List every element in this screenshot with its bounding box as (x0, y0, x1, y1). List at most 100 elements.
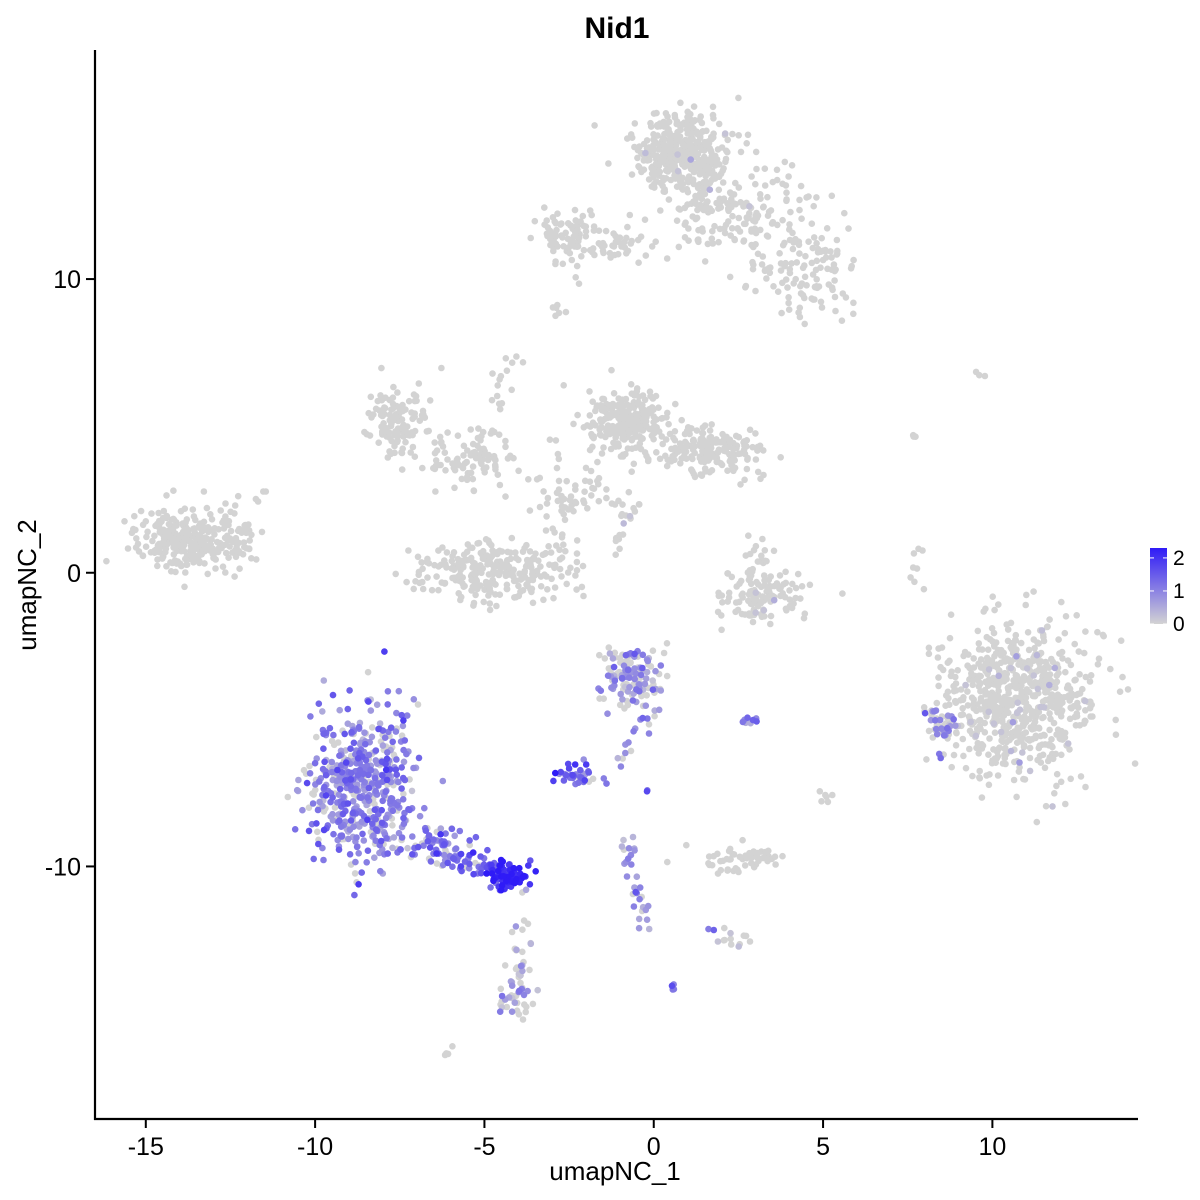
data-point (673, 217, 681, 224)
data-point (746, 938, 754, 945)
data-point (1066, 746, 1073, 753)
data-point (752, 148, 760, 156)
data-point (336, 817, 343, 824)
data-point (976, 371, 983, 379)
data-point (562, 547, 569, 555)
data-point (493, 392, 501, 400)
data-point (753, 578, 760, 586)
data-point (375, 782, 382, 789)
data-point (1016, 706, 1024, 713)
data-point (685, 225, 692, 232)
data-point (839, 590, 846, 597)
data-point (991, 642, 998, 649)
data-point (643, 788, 651, 795)
data-point (160, 507, 168, 515)
data-point (805, 238, 812, 245)
data-point (754, 250, 762, 258)
data-point (1023, 591, 1030, 599)
data-point (696, 163, 704, 170)
data-point (992, 706, 999, 714)
data-point (1002, 744, 1009, 752)
data-point (573, 537, 581, 544)
data-point (564, 569, 572, 576)
data-point (725, 589, 733, 597)
data-point (1040, 637, 1048, 645)
data-point (803, 282, 810, 289)
data-point (1046, 616, 1053, 623)
data-point (704, 442, 711, 449)
data-point (642, 149, 649, 157)
data-point (680, 148, 687, 155)
data-point (950, 751, 958, 759)
data-point (663, 672, 671, 680)
data-point (455, 461, 463, 469)
data-point (760, 203, 767, 210)
data-point (585, 769, 593, 776)
data-point (1003, 738, 1010, 746)
data-point (411, 453, 419, 461)
data-point (383, 776, 391, 784)
data-point (167, 568, 175, 575)
data-point (433, 850, 440, 857)
data-point (726, 856, 733, 863)
data-point (817, 264, 824, 272)
data-point (727, 941, 735, 948)
data-point (618, 409, 626, 417)
data-point (725, 207, 732, 215)
data-point (649, 647, 657, 654)
data-point (519, 587, 527, 594)
data-point (567, 493, 575, 500)
data-point (935, 674, 942, 681)
data-point (523, 556, 531, 564)
data-point (989, 593, 996, 600)
data-point (515, 467, 522, 475)
data-point (494, 550, 501, 558)
data-point (545, 543, 552, 550)
data-point (398, 711, 406, 719)
data-point (489, 570, 497, 578)
data-point (554, 210, 561, 217)
data-point (712, 439, 720, 446)
data-point (623, 873, 631, 880)
data-point (336, 785, 344, 793)
data-point (582, 233, 590, 240)
data-point (704, 240, 712, 248)
data-point (1082, 628, 1089, 635)
data-point (644, 657, 652, 665)
data-point (432, 488, 439, 495)
data-point (747, 588, 754, 595)
data-point (743, 465, 751, 473)
data-point (796, 196, 803, 204)
data-point (463, 458, 471, 466)
data-point (1057, 735, 1064, 743)
chart-title: Nid1 (584, 12, 649, 45)
data-point (629, 833, 637, 841)
data-point (511, 999, 519, 1006)
data-point (552, 240, 560, 248)
data-point (515, 582, 522, 590)
data-point (1033, 651, 1041, 659)
data-point (664, 113, 671, 120)
data-point (427, 858, 435, 865)
data-point (1007, 747, 1015, 755)
data-point (970, 655, 977, 662)
data-point (708, 861, 716, 869)
data-point (498, 400, 506, 407)
data-point (582, 464, 590, 472)
data-point (748, 228, 755, 235)
data-point (992, 713, 1000, 721)
data-point (624, 420, 632, 428)
data-point (1049, 803, 1056, 810)
data-point (584, 505, 591, 512)
data-point (671, 114, 679, 121)
data-point (978, 741, 986, 748)
data-point (552, 219, 560, 227)
data-point (546, 561, 553, 568)
data-point (560, 541, 567, 548)
data-point (458, 475, 466, 483)
data-point (795, 309, 802, 316)
data-point (719, 857, 727, 865)
data-point (643, 452, 650, 460)
data-point (361, 729, 368, 736)
data-point (537, 583, 545, 590)
